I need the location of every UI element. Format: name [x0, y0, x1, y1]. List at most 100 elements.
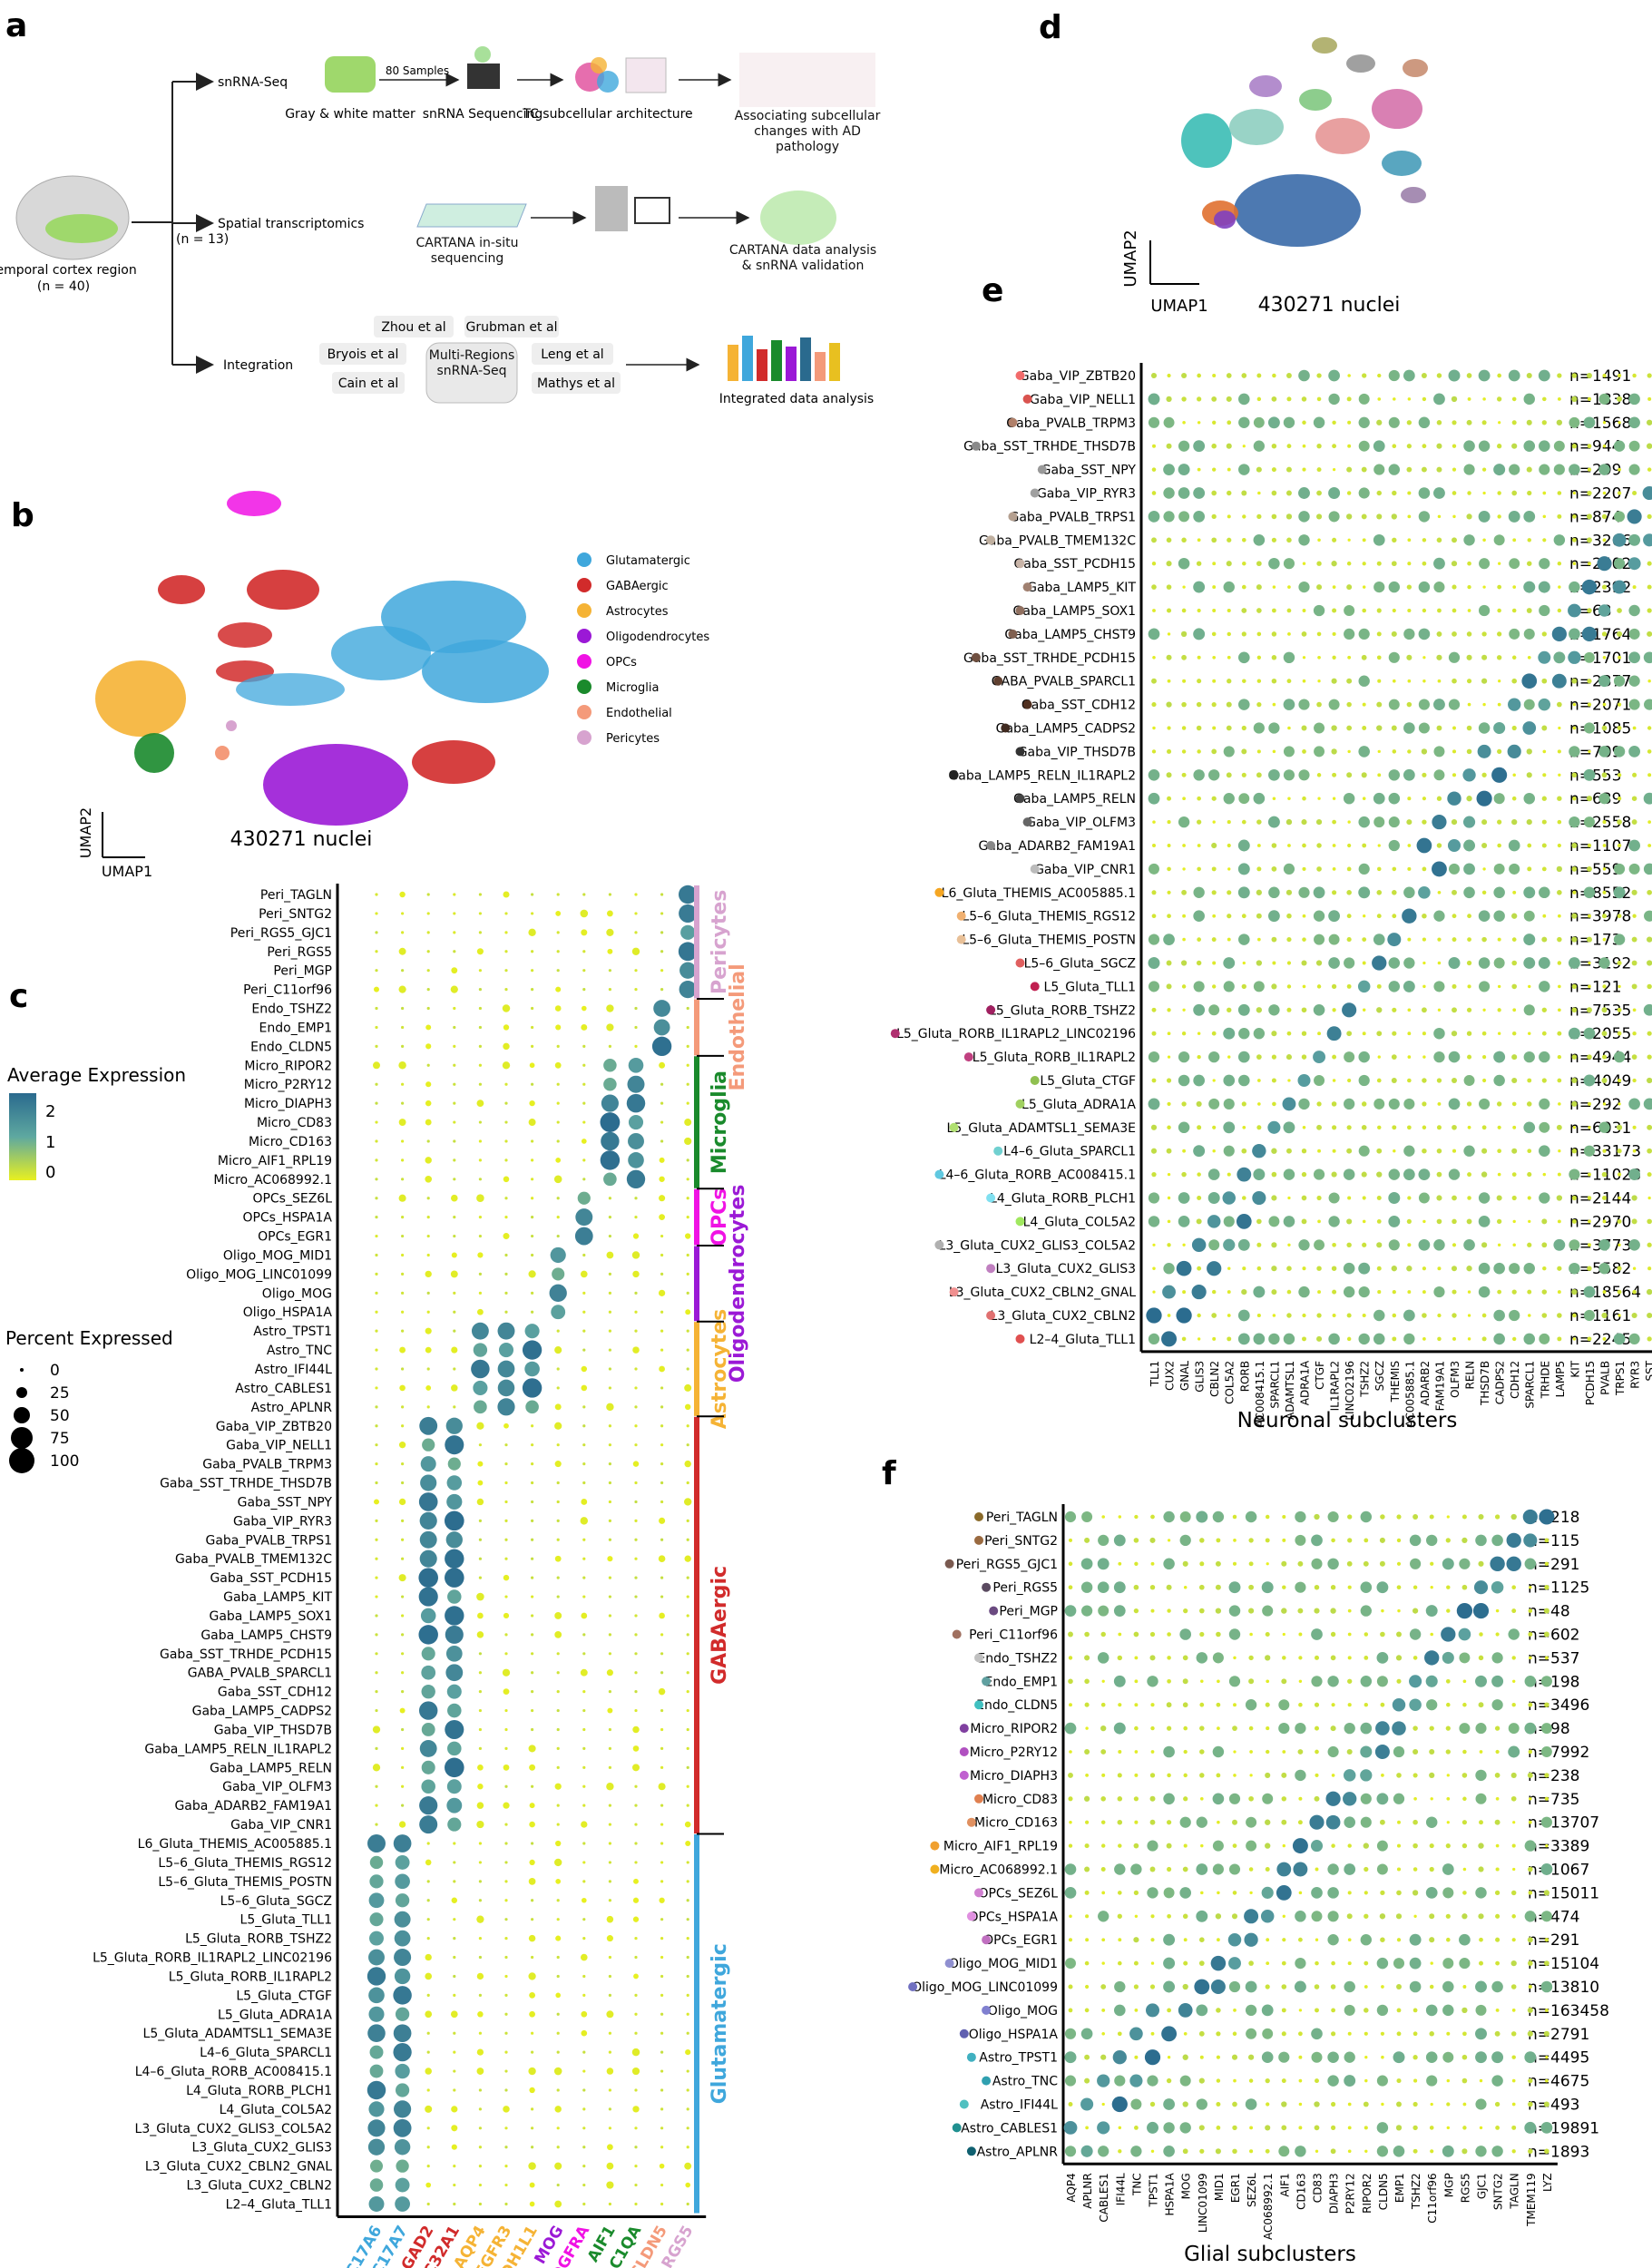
- dot: [1539, 440, 1550, 452]
- dot: [1462, 1985, 1467, 1989]
- dot: [478, 1291, 483, 1295]
- dot: [1433, 769, 1445, 781]
- dot: [1632, 914, 1637, 918]
- row-integration-label: Integration: [223, 358, 293, 373]
- dot: [1228, 1628, 1241, 1640]
- dot: [1182, 1983, 1188, 1990]
- dot: [686, 1481, 689, 1485]
- dot: [556, 1386, 560, 1390]
- gene-label: TPST1: [1148, 2173, 1160, 2207]
- dot: [1211, 443, 1217, 449]
- dot: [1068, 1631, 1073, 1637]
- row-label: Oligo_MOG: [988, 2004, 1058, 2019]
- dot: [447, 1703, 462, 1718]
- dot: [651, 1036, 672, 1057]
- dot: [369, 2045, 384, 2059]
- dot: [1376, 983, 1382, 989]
- dot: [1347, 2102, 1352, 2107]
- dot: [1481, 1242, 1488, 1248]
- dot: [1216, 1702, 1221, 1707]
- dot: [504, 1082, 508, 1086]
- dot: [1511, 983, 1517, 990]
- dot: [1437, 1336, 1442, 1342]
- dot: [1631, 1054, 1637, 1060]
- row-label: L5_Gluta_RORB_IL1RAPL2_LINC02196: [93, 1951, 332, 1966]
- dot: [1249, 2126, 1254, 2130]
- dot: [1376, 2122, 1389, 2134]
- dot: [1539, 1333, 1550, 1344]
- dot: [1198, 2077, 1205, 2084]
- dot: [477, 1784, 484, 1790]
- dot: [1281, 2008, 1286, 2013]
- dot: [1347, 1656, 1352, 1660]
- cell-count: n=3389: [1528, 1838, 1589, 1856]
- dot: [634, 1310, 638, 1314]
- dot: [1392, 1125, 1397, 1130]
- dot: [659, 1214, 665, 1221]
- dot: [1117, 1655, 1123, 1661]
- dot: [1461, 2054, 1468, 2060]
- dot: [1216, 2102, 1221, 2107]
- dot: [1461, 1773, 1468, 1778]
- dot: [1167, 679, 1171, 683]
- dot: [1448, 863, 1461, 875]
- dot: [1241, 914, 1246, 919]
- dot: [1557, 796, 1562, 801]
- dot: [1463, 440, 1475, 452]
- dot: [1358, 1262, 1371, 1275]
- dot: [1217, 1820, 1220, 1824]
- dot: [1482, 1008, 1486, 1012]
- umap-b-clusters: [95, 491, 549, 826]
- dot: [1193, 1145, 1206, 1158]
- dot: [1381, 2055, 1384, 2059]
- dot: [1462, 1679, 1467, 1684]
- dot: [1542, 749, 1547, 754]
- dot: [1557, 1290, 1561, 1295]
- dot: [1376, 2075, 1388, 2087]
- dot: [368, 1987, 385, 2004]
- dot: [1493, 1262, 1505, 1275]
- step-tc-architecture: TC subcellular architecture: [522, 107, 692, 122]
- dot: [1149, 1631, 1156, 1637]
- dot: [1152, 1266, 1156, 1270]
- dot: [1281, 1608, 1287, 1614]
- dot: [1586, 1007, 1592, 1013]
- dot: [1332, 1289, 1337, 1295]
- dot: [1466, 419, 1472, 425]
- dot: [1598, 746, 1610, 758]
- dot: [1413, 2008, 1418, 2013]
- dot: [1602, 984, 1607, 989]
- dot: [1178, 816, 1190, 828]
- dot: [1347, 1678, 1353, 1684]
- dot: [1598, 393, 1610, 405]
- dot: [1467, 584, 1471, 590]
- dot: [556, 2126, 560, 2130]
- dot: [1084, 2077, 1090, 2084]
- dot: [418, 1568, 438, 1588]
- dot: [1581, 579, 1598, 595]
- dot: [1216, 1538, 1221, 1543]
- dot: [685, 2182, 690, 2188]
- row-label: Peri_MGP: [273, 964, 332, 979]
- dot: [1149, 1866, 1156, 1872]
- panel-c-dotplot: Peri_TAGLNPeri_SNTG2Peri_RGS5_GJC1Peri_R…: [93, 884, 749, 2268]
- dot: [1541, 1218, 1548, 1225]
- dot: [1148, 768, 1160, 781]
- dot: [531, 1424, 534, 1428]
- dot: [375, 1671, 378, 1675]
- dot: [1199, 2148, 1205, 2154]
- dot: [556, 1101, 560, 1105]
- dot: [1068, 1656, 1073, 1660]
- dot: [1463, 1145, 1475, 1157]
- dot: [1451, 1031, 1458, 1037]
- dot: [1182, 2101, 1188, 2107]
- dot: [1117, 2031, 1122, 2037]
- dot: [634, 1652, 638, 1656]
- dot: [1377, 397, 1382, 401]
- row-label: Astro_TNC: [267, 1344, 332, 1358]
- dot: [1286, 373, 1292, 378]
- dot: [1197, 421, 1201, 425]
- dot: [1331, 1538, 1335, 1543]
- dot: [1381, 1774, 1384, 1777]
- dot: [375, 1158, 378, 1162]
